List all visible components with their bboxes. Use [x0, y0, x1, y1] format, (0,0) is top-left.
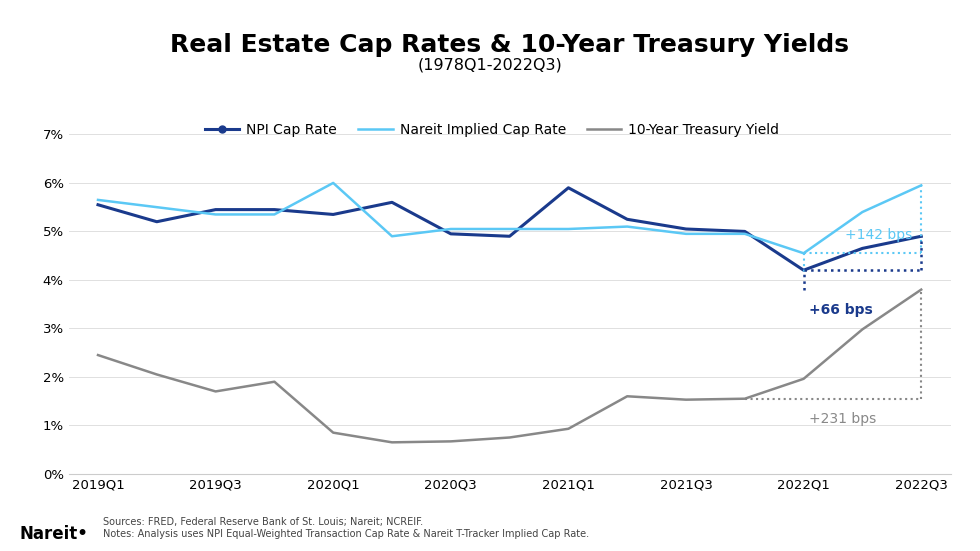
Text: (1978Q1-2022Q3): (1978Q1-2022Q3)	[417, 58, 563, 73]
Text: Sources: FRED, Federal Reserve Bank of St. Louis; Nareit; NCREIF.
Notes: Analysi: Sources: FRED, Federal Reserve Bank of S…	[103, 517, 589, 539]
Legend: NPI Cap Rate, Nareit Implied Cap Rate, 10-Year Treasury Yield: NPI Cap Rate, Nareit Implied Cap Rate, 1…	[199, 117, 785, 142]
Title: Real Estate Cap Rates & 10-Year Treasury Yields: Real Estate Cap Rates & 10-Year Treasury…	[171, 33, 849, 57]
Text: +231 bps: +231 bps	[809, 412, 877, 426]
Text: +142 bps: +142 bps	[845, 228, 912, 242]
Text: Nareit•: Nareit•	[20, 525, 88, 543]
Text: +66 bps: +66 bps	[809, 303, 873, 317]
